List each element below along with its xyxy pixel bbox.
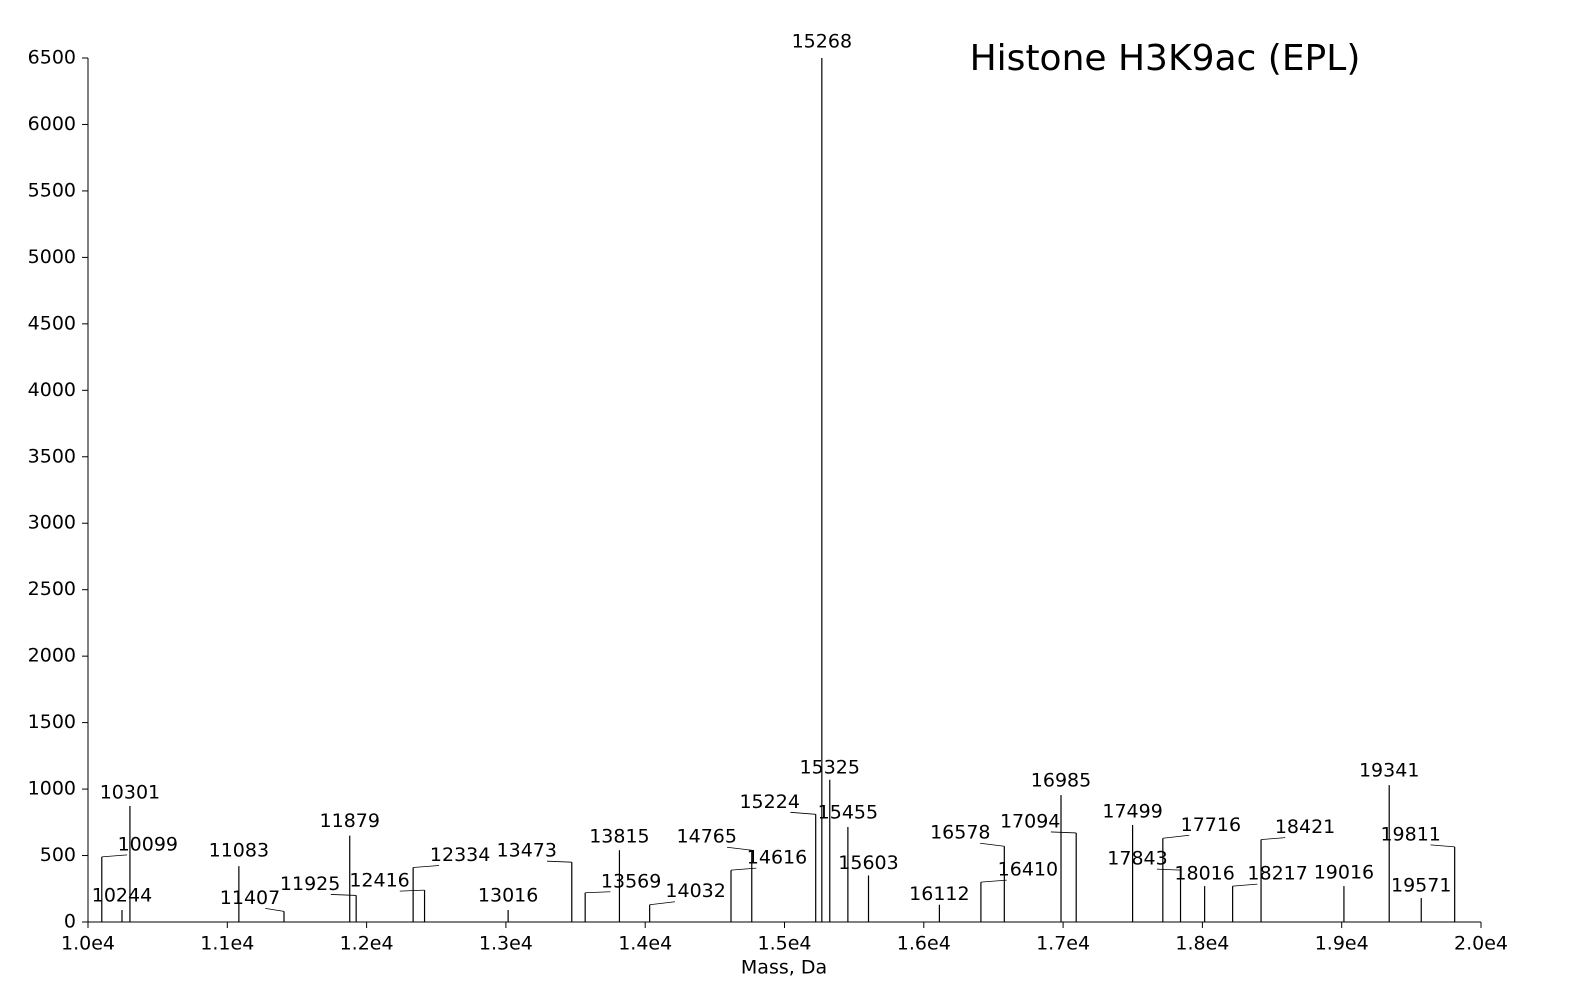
y-tick-label: 3000 [28,512,76,534]
peak-label: 17499 [1102,800,1162,822]
peak-label: 12416 [349,870,409,892]
y-tick-label: 4000 [28,379,76,401]
peak-label: 14616 [747,847,807,869]
leader-line [1232,883,1258,887]
peak-label: 11083 [209,840,269,862]
leader-line [547,860,572,863]
peak-label: 15603 [838,852,898,874]
peak-label: 11879 [320,810,380,832]
y-tick-label: 2000 [28,645,76,667]
peak-label: 10099 [118,833,178,855]
peak-label: 14765 [677,826,737,848]
y-tick-label: 5500 [28,179,76,201]
x-tick-label: 1.6e4 [897,933,951,955]
y-tick-label: 6500 [28,47,76,69]
peak-label: 13016 [478,885,538,907]
x-tick-label: 1.5e4 [758,933,812,955]
peak-label: 10244 [92,885,152,907]
peak-label: 17716 [1181,814,1241,836]
leader-line [980,879,1007,883]
leader-line [585,891,611,894]
y-tick-label: 1500 [28,711,76,733]
peak-label: 19811 [1380,823,1440,845]
y-tick-label: 500 [40,844,76,866]
x-tick-label: 1.1e4 [200,933,254,955]
y-tick-label: 6000 [28,113,76,135]
leader-line [1430,844,1455,848]
y-tick-label: 0 [64,911,76,933]
peak-label: 19016 [1314,862,1374,884]
peak-label: 19571 [1391,875,1451,897]
x-tick-label: 1.3e4 [479,933,533,955]
peak-label: 15325 [800,756,860,778]
y-tick-label: 3500 [28,445,76,467]
peak-label: 13815 [589,826,649,848]
y-tick-label: 1000 [28,778,76,800]
y-tick-label: 5000 [28,246,76,268]
x-tick-label: 1.4e4 [618,933,672,955]
leader-line [1050,831,1077,834]
peak-label: 17843 [1107,848,1167,870]
x-tick-label: 1.9e4 [1315,933,1369,955]
leader-line [413,865,440,868]
leader-line [330,894,357,896]
peak-label: 15268 [792,31,852,53]
peak-label: 18016 [1174,863,1234,885]
leader-line [1156,868,1181,871]
peak-label: 15224 [739,791,799,813]
peak-label: 11407 [220,887,280,909]
chart-title: Histone H3K9ac (EPL) [970,38,1361,79]
peak-label: 14032 [665,880,725,902]
x-tick-label: 1.8e4 [1175,933,1229,955]
leader-line [649,901,676,906]
x-tick-label: 1.0e4 [61,933,115,955]
leader-line [790,811,816,815]
leader-line [726,846,752,851]
peak-label: 13473 [497,840,557,862]
leader-line [1162,834,1190,839]
x-tick-label: 1.2e4 [340,933,394,955]
y-tick-label: 2500 [28,578,76,600]
peak-label: 12334 [430,844,490,866]
leader-line [980,842,1005,847]
peak-label: 18217 [1247,863,1307,885]
peak-label: 17094 [1000,810,1060,832]
peak-label: 18421 [1275,816,1335,838]
peak-label: 16578 [930,822,990,844]
x-axis-label: Mass, Da [741,957,827,979]
leader-line [265,907,285,912]
peak-label: 16112 [909,883,969,905]
peak-label: 19341 [1359,760,1419,782]
y-tick-label: 4500 [28,312,76,334]
peak-label: 10301 [100,781,160,803]
leader-line [399,889,425,892]
peak-label: 16410 [998,859,1058,881]
peak-label: 11925 [280,873,340,895]
peak-label: 15455 [818,801,878,823]
peak-label: 13569 [601,870,661,892]
leader-line [101,854,128,858]
x-tick-label: 1.7e4 [1036,933,1090,955]
x-tick-label: 2.0e4 [1454,933,1508,955]
leader-line [1261,837,1286,840]
peak-label: 16985 [1031,770,1091,792]
